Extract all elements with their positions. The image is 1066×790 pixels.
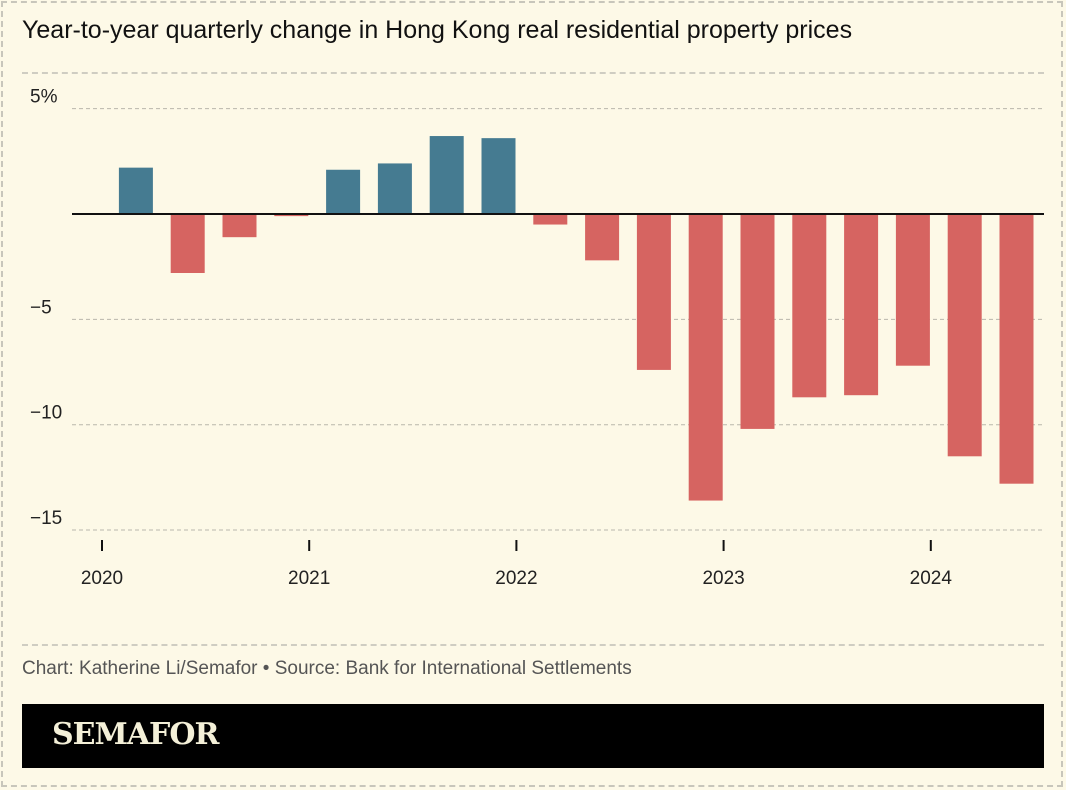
divider bbox=[22, 644, 1044, 646]
bar-chart: 5% −5 −10 −15 2020 2021 2022 2023 2024 bbox=[30, 87, 1044, 589]
semafor-logo: SEMAFOR bbox=[52, 717, 219, 752]
bar bbox=[999, 214, 1034, 484]
y-tick-label: −10 bbox=[30, 403, 62, 424]
chart-title: Year-to-year quarterly change in Hong Ko… bbox=[22, 16, 853, 44]
bar bbox=[636, 214, 671, 370]
bar bbox=[947, 214, 982, 457]
x-tick-label: 2020 bbox=[81, 568, 123, 589]
bar bbox=[585, 214, 620, 261]
x-tick-label: 2023 bbox=[702, 568, 744, 589]
y-tick-label: −5 bbox=[30, 297, 52, 318]
bar bbox=[429, 136, 464, 214]
bar bbox=[533, 214, 568, 225]
bar bbox=[170, 214, 205, 273]
bar bbox=[222, 214, 257, 238]
y-tick-label: 5% bbox=[30, 87, 58, 108]
x-tick-label: 2024 bbox=[910, 568, 953, 589]
bar bbox=[740, 214, 775, 429]
y-tick-label: −15 bbox=[30, 508, 62, 529]
bar bbox=[792, 214, 827, 398]
x-tick-label: 2022 bbox=[495, 568, 537, 589]
bar bbox=[274, 214, 309, 217]
bar bbox=[481, 138, 516, 214]
credit-line: Chart: Katherine Li/Semafor • Source: Ba… bbox=[22, 658, 632, 679]
bar bbox=[688, 214, 723, 501]
bar bbox=[895, 214, 930, 366]
bar bbox=[844, 214, 879, 396]
bar bbox=[326, 169, 361, 214]
bar bbox=[377, 163, 412, 214]
logo-banner: SEMAFOR bbox=[22, 704, 1044, 768]
x-tick-label: 2021 bbox=[288, 568, 330, 589]
divider bbox=[22, 72, 1044, 74]
bar bbox=[118, 167, 153, 214]
